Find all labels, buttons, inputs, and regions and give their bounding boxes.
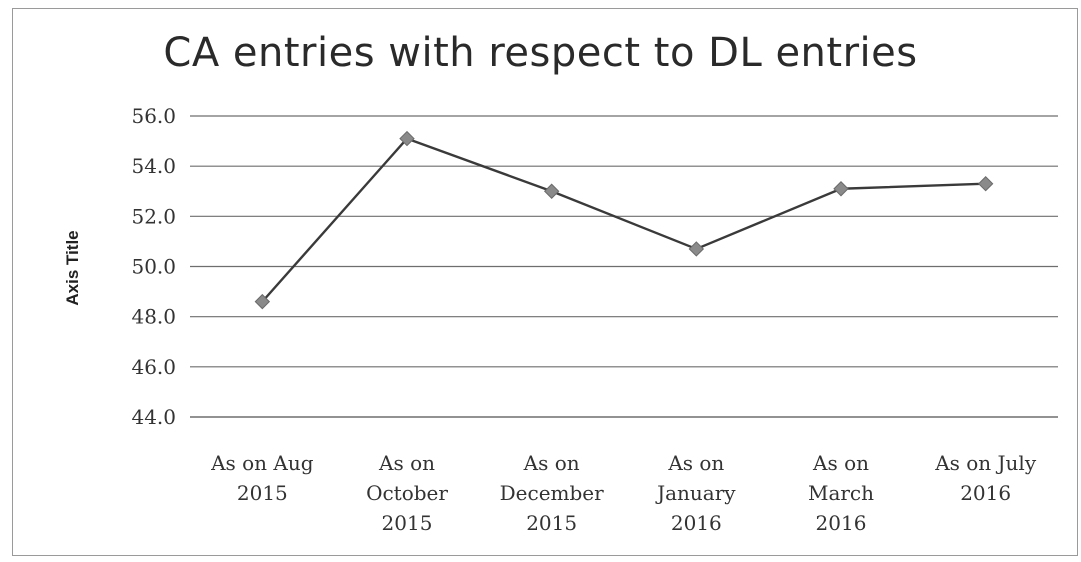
x-category-label-line: 2016 [960,481,1011,505]
x-category-label-line: 2015 [237,481,288,505]
x-category-label-line: As on [667,451,724,475]
x-axis-categories: As on Aug 2015 As on October 2015 As on Decemb… [210,451,1037,535]
y-tick-label: 52.0 [131,204,176,228]
series [254,130,994,310]
data-point [833,181,849,197]
x-category-label: As on July 2016 [934,451,1037,505]
x-category-label-line: October [366,481,448,505]
y-tick-label: 44.0 [131,405,176,429]
x-category-label: As on October 2015 [366,451,448,535]
x-category-label: As on Aug 2015 [210,451,314,505]
y-axis-title: Axis Title [63,230,82,305]
y-tick-label: 48.0 [131,305,176,329]
y-axis-ticks: 44.0 46.0 48.0 50.0 52.0 54.0 56.0 [131,104,176,429]
x-category-label-line: 2016 [671,511,722,535]
chart-frame [12,8,1078,556]
x-category-label-line: January [655,481,736,505]
y-tick-label: 56.0 [131,104,176,128]
y-tick-label: 46.0 [131,355,176,379]
x-category-label: As on January 2016 [655,451,736,535]
x-category-label-line: 2016 [816,511,867,535]
x-category-label-line: As on July [934,451,1037,475]
x-category-label-line: As on [812,451,869,475]
chart-title: CA entries with respect to DL entries [163,30,918,76]
series-line [261,137,986,303]
y-tick-label: 50.0 [131,255,176,279]
x-category-label-line: 2015 [526,511,577,535]
x-category-label-line: December [500,481,605,505]
data-point [688,241,705,257]
y-tick-label: 54.0 [131,154,176,178]
x-category-label-line: As on Aug [210,451,314,475]
x-category-label-line: As on [523,451,580,475]
x-category-label: As on December 2015 [500,451,605,535]
data-point [399,130,415,147]
data-point [254,293,271,310]
x-category-label: As on March 2016 [808,451,874,535]
data-point [543,183,560,199]
x-category-label-line: March [808,481,874,505]
x-category-label-line: 2015 [382,511,433,535]
data-point [977,176,994,192]
gridlines [190,115,1058,418]
x-category-label-line: As on [378,451,435,475]
